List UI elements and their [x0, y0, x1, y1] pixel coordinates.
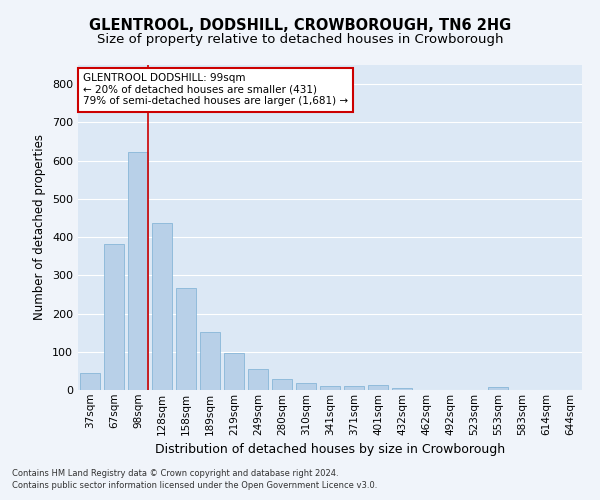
Bar: [272, 378, 292, 390]
Bar: [128, 152, 148, 390]
Bar: [296, 383, 316, 390]
Bar: [344, 386, 364, 390]
Bar: [104, 244, 124, 390]
Bar: [152, 223, 172, 390]
Bar: [488, 387, 508, 390]
Bar: [80, 373, 100, 390]
Bar: [248, 370, 268, 390]
X-axis label: Distribution of detached houses by size in Crowborough: Distribution of detached houses by size …: [155, 443, 505, 456]
Y-axis label: Number of detached properties: Number of detached properties: [34, 134, 46, 320]
Bar: [368, 385, 388, 390]
Text: GLENTROOL DODSHILL: 99sqm
← 20% of detached houses are smaller (431)
79% of semi: GLENTROOL DODSHILL: 99sqm ← 20% of detac…: [83, 73, 348, 106]
Text: Contains HM Land Registry data © Crown copyright and database right 2024.: Contains HM Land Registry data © Crown c…: [12, 469, 338, 478]
Text: GLENTROOL, DODSHILL, CROWBOROUGH, TN6 2HG: GLENTROOL, DODSHILL, CROWBOROUGH, TN6 2H…: [89, 18, 511, 32]
Bar: [176, 288, 196, 390]
Text: Contains public sector information licensed under the Open Government Licence v3: Contains public sector information licen…: [12, 480, 377, 490]
Bar: [224, 353, 244, 390]
Bar: [320, 386, 340, 390]
Text: Size of property relative to detached houses in Crowborough: Size of property relative to detached ho…: [97, 32, 503, 46]
Bar: [392, 388, 412, 390]
Bar: [200, 332, 220, 390]
